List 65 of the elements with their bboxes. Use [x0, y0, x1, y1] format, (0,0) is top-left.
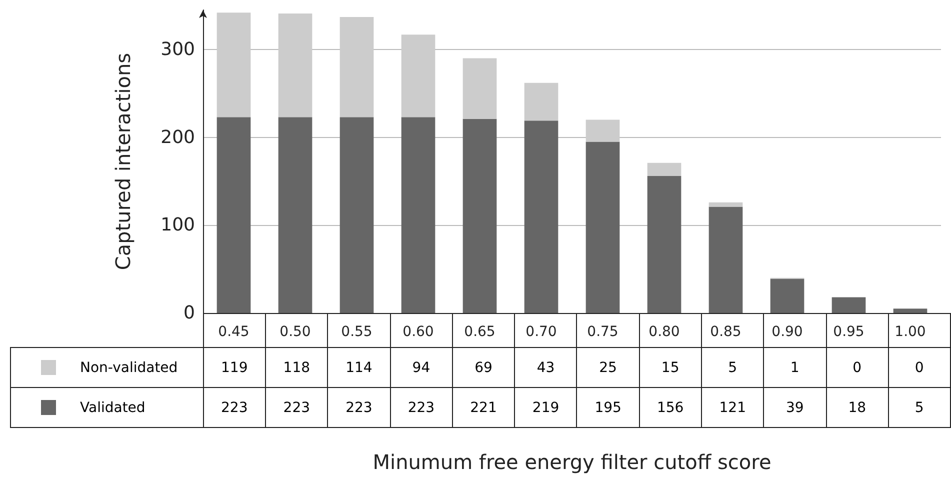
y-tick-label: 300 [160, 39, 195, 60]
data-label: 118 [266, 348, 328, 388]
bar [586, 142, 620, 313]
bar [278, 14, 312, 118]
bar [462, 58, 497, 119]
bar [586, 120, 620, 142]
data-label: 5 [701, 348, 764, 388]
data-label: 5 [888, 388, 950, 428]
bar [462, 118, 497, 313]
data-label: 221 [452, 388, 515, 428]
data-label: 219 [514, 388, 577, 428]
bar [340, 17, 374, 118]
x-tick-label: 0.55 [341, 324, 372, 340]
text: Minumum free energy filter cutoff score [372, 450, 772, 474]
x-tick-label: 0.90 [772, 324, 803, 340]
legend-label: Non-validated [80, 360, 178, 376]
data-label: 114 [328, 348, 390, 388]
x-tick-label: 0.75 [587, 324, 618, 340]
y-tick-label: 100 [160, 214, 195, 236]
x-tick-label: 0.60 [402, 324, 434, 340]
data-label: 39 [764, 388, 826, 428]
data-label: 223 [390, 388, 452, 428]
x-tick-label: 0.70 [526, 324, 557, 340]
y-axis-title: Captured interactions [111, 52, 135, 270]
data-label: 195 [576, 388, 640, 428]
bar [340, 117, 374, 313]
data-label: 94 [390, 348, 452, 388]
bar [216, 12, 251, 118]
data-label: 119 [203, 348, 266, 388]
bar [708, 206, 743, 313]
data-label: 0 [826, 348, 888, 388]
x-tick-label: 0.95 [833, 324, 864, 340]
bar [647, 162, 682, 176]
data-label: 0 [888, 348, 950, 388]
data-label: 69 [452, 348, 515, 388]
x-tick-label: 0.80 [648, 324, 680, 340]
data-label: 15 [639, 348, 702, 388]
x-tick-label: 0.50 [280, 324, 311, 340]
x-tick-label: 0.85 [710, 324, 742, 340]
data-label: 18 [826, 388, 888, 428]
bar [401, 34, 436, 118]
data-label: 43 [514, 348, 577, 388]
data-label: 223 [203, 388, 266, 428]
y-tick-label: 0 [184, 302, 195, 324]
bar [893, 308, 928, 313]
bar [832, 297, 866, 313]
data-label: 1 [764, 348, 826, 388]
data-label: 223 [328, 388, 390, 428]
x-tick-label: 1.00 [894, 324, 926, 340]
data-label: 223 [266, 388, 328, 428]
data-label: 156 [639, 388, 702, 428]
x-tick-label: 0.65 [464, 324, 496, 340]
y-tick-label: 200 [160, 126, 195, 148]
data-label: 25 [576, 348, 640, 388]
bar [524, 82, 558, 121]
data-label: 121 [701, 388, 764, 428]
bar [401, 117, 436, 313]
bar [278, 117, 312, 313]
x-tick-label: 0.45 [218, 324, 250, 340]
bar [524, 120, 558, 313]
bar [216, 117, 251, 313]
bar [770, 278, 804, 313]
bar [647, 176, 682, 313]
legend-label: Validated [80, 400, 146, 416]
bar [708, 202, 743, 207]
